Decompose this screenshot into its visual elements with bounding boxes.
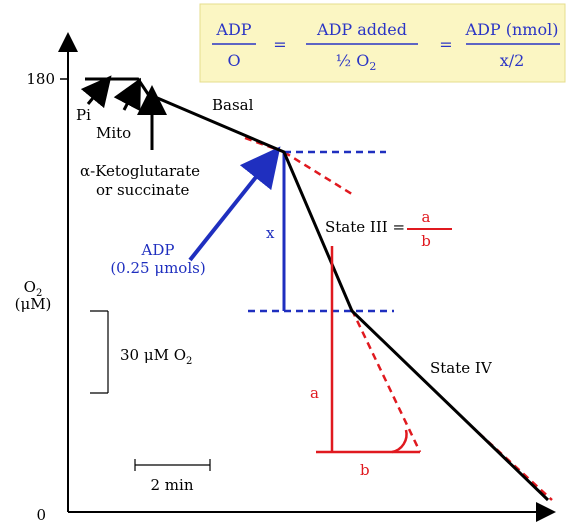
formula-lhs-denominator: O: [227, 51, 240, 70]
adp-markers: [188, 146, 394, 313]
mito-arrow: [113, 77, 141, 112]
x-label: x: [266, 224, 275, 242]
axes: 180 0 O2 (μM): [15, 32, 556, 522]
formula-equals-1: =: [273, 35, 286, 54]
state3-ratio-denominator: b: [421, 232, 431, 250]
state3-ratio: a b: [407, 208, 452, 250]
substrate-label-line2: or succinate: [96, 181, 190, 199]
o2-scale-bar: [90, 310, 109, 394]
formula-lhs-numerator: ADP: [215, 20, 251, 39]
oxygen-trace: [85, 77, 550, 502]
formula-equals-2: =: [439, 35, 452, 54]
pi-label: Pi: [76, 106, 91, 124]
substrate-label-line1: α-Ketoglutarate: [80, 162, 200, 180]
formula-mid-denominator: ½ O2: [336, 51, 377, 73]
b-label: b: [360, 461, 370, 479]
state4-label: State IV: [430, 359, 493, 377]
formula-background: [199, 3, 566, 83]
adp-arrow: [188, 146, 281, 262]
formula-rhs-numerator: ADP (nmol): [465, 20, 559, 39]
state3-ratio-numerator: a: [422, 208, 431, 226]
y-tick-label-180: 180: [26, 70, 55, 88]
state3-extension: [350, 309, 422, 453]
addition-arrows: [80, 75, 167, 150]
mito-label: Mito: [96, 124, 131, 142]
time-scale-label: 2 min: [151, 476, 194, 494]
basal-extension-before: [244, 136, 285, 154]
slope-extrapolations: [244, 136, 553, 501]
y-axis-unit: (μM): [15, 295, 52, 313]
o2-scale-label: 30 μM O2: [120, 346, 192, 367]
adp-amount-label: (0.25 μmols): [110, 259, 205, 277]
triangle-angle-arc: [391, 429, 408, 454]
basal-extension-after: [283, 150, 356, 198]
time-scale-bar: [134, 459, 211, 471]
a-label: a: [310, 384, 319, 402]
adp-label: ADP: [141, 241, 175, 259]
formula-rhs-denominator: x/2: [500, 51, 525, 70]
formula-mid-numerator: ADP added: [316, 20, 407, 39]
y-tick-label-0: 0: [36, 506, 46, 522]
slope-triangle: [316, 246, 420, 454]
state3-label: State III =: [325, 218, 405, 236]
y-axis-label: O2: [24, 278, 43, 299]
pi-arrow: [80, 75, 112, 109]
basal-label: Basal: [212, 96, 254, 114]
ratio-formula-box: ADP O = ADP added ½ O2 = ADP (nmol) x/2: [199, 3, 566, 83]
